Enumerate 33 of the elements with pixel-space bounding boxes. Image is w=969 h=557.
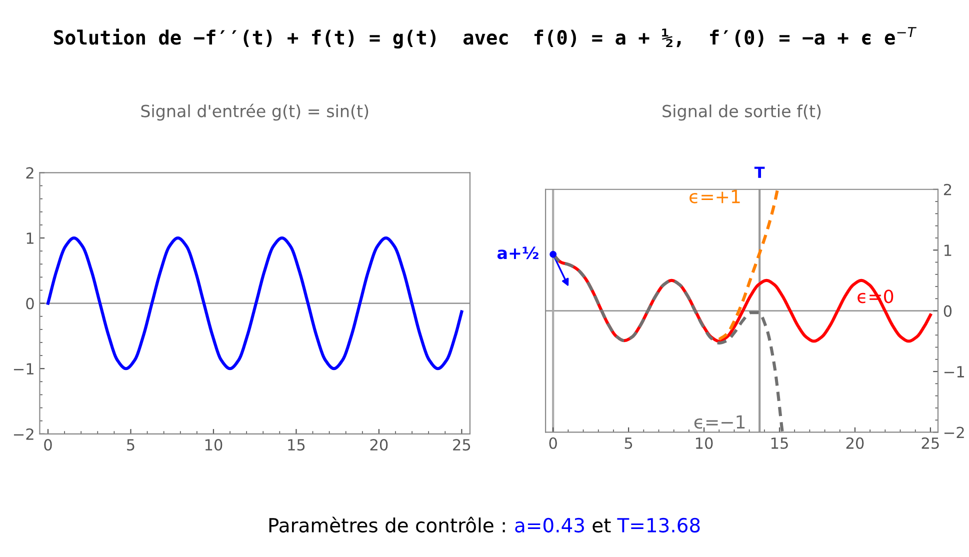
y-tick-label: 1 xyxy=(944,244,952,256)
text: a=0.43 xyxy=(515,518,584,533)
x-tick-label: 20 xyxy=(846,437,864,449)
y-tick-label: 0 xyxy=(26,298,34,310)
chart-title: Signal de sortie f(t) xyxy=(662,104,821,121)
y-tick-label: −2 xyxy=(14,428,34,440)
y-tick-label: −2 xyxy=(944,426,964,438)
text: T=13.68 xyxy=(617,518,700,533)
x-tick-label: 25 xyxy=(453,439,470,451)
y-tick-label: 2 xyxy=(944,184,952,196)
chart-title: Signal d'entrée g(t) = sin(t) xyxy=(141,104,368,121)
y-tick-label: 1 xyxy=(26,232,34,244)
text: Paramètres de contrôle : xyxy=(269,516,505,533)
x-tick-label: 25 xyxy=(922,437,939,449)
y-tick-label: −1 xyxy=(14,363,34,374)
x-tick-label: 5 xyxy=(127,439,134,451)
x-tick-label: 0 xyxy=(549,437,557,449)
x-tick-label: 20 xyxy=(370,439,388,451)
text: et xyxy=(592,518,611,533)
x-tick-label: 10 xyxy=(696,437,713,449)
ref-line-label: T xyxy=(754,166,765,178)
y-tick-label: 2 xyxy=(26,167,34,178)
annotation: a+½ xyxy=(497,246,538,260)
x-tick-label: 5 xyxy=(624,438,632,449)
x-tick-label: 15 xyxy=(288,439,305,451)
series-label: ϵ=+1 xyxy=(690,190,740,204)
x-tick-label: 15 xyxy=(771,438,788,449)
x-tick-label: 0 xyxy=(44,439,52,451)
y-tick-label: −1 xyxy=(944,366,964,378)
y-tick-label: 0 xyxy=(944,305,952,317)
text: Solution de −f′′(t) + f(t) = g(t) avec f(0) = a + ½, f′(0) = −a + ϵ e$^{−T}$ xyxy=(54,27,916,48)
series-label: ϵ=−1 xyxy=(694,415,745,429)
x-tick-label: 10 xyxy=(205,439,222,451)
